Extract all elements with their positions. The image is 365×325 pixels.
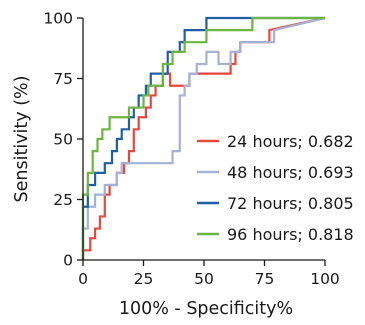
legend-label-1: 24 hours; 0.682 <box>227 132 354 151</box>
x-tick-label: 75 <box>255 270 275 288</box>
x-tick-label: 0 <box>78 270 88 288</box>
legend-label-2: 48 hours; 0.693 <box>227 163 354 182</box>
axes-layer: 0 25 50 75 100 0 25 50 75 100 <box>43 10 339 289</box>
y-tick-label: 50 <box>53 131 73 149</box>
x-tick-label: 25 <box>134 270 154 288</box>
y-axis-title: Sensitivity (%) <box>12 76 32 203</box>
x-axis-title: 100% - Specificity% <box>119 299 293 319</box>
series-line-4 <box>81 16 325 260</box>
x-tick-label: 100 <box>310 270 340 288</box>
y-tick-label: 0 <box>63 252 73 270</box>
y-tick-label: 25 <box>53 191 73 209</box>
series-line-2 <box>81 16 326 260</box>
y-tick-label: 100 <box>43 10 73 28</box>
legend: 24 hours; 0.682 48 hours; 0.693 72 hours; … <box>197 132 354 244</box>
legend-label-3: 72 hours; 0.805 <box>227 194 354 213</box>
x-tick-label: 50 <box>194 270 214 288</box>
series-layer <box>81 16 326 260</box>
y-tick-label: 75 <box>53 70 73 88</box>
legend-label-4: 96 hours; 0.818 <box>227 225 354 244</box>
